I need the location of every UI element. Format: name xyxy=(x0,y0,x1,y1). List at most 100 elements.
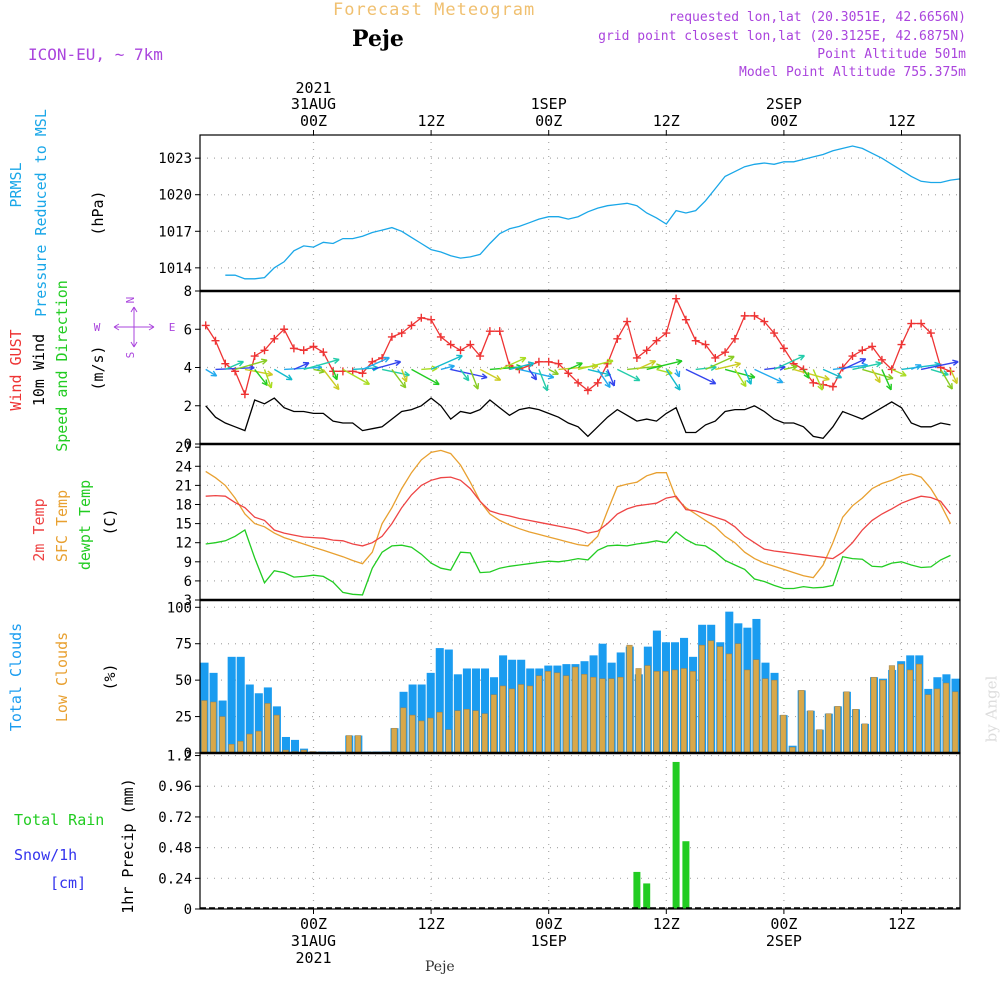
low-cloud-bar xyxy=(581,674,588,754)
bottom-hour-label: 12Z xyxy=(653,915,680,933)
gust-marker xyxy=(544,357,553,366)
top-hour-label: 00Z xyxy=(300,112,327,130)
wind-direction-arrow xyxy=(548,368,559,375)
y-tick-label: 1020 xyxy=(158,188,192,204)
top-hour-label: 00Z xyxy=(770,112,797,130)
gust-marker xyxy=(387,332,396,341)
wind-arrow-head xyxy=(740,380,747,388)
gust-marker xyxy=(770,329,779,338)
y-tick-label: 4 xyxy=(184,361,192,377)
wind-direction-arrow xyxy=(852,362,882,371)
wind-arrow-head xyxy=(746,378,753,385)
wind-direction-arrow xyxy=(685,368,716,385)
gust-marker xyxy=(907,319,916,328)
wind-arrow-head xyxy=(333,383,340,391)
wind-arrow-head xyxy=(363,379,370,386)
wind-axis-label: 10m Wind xyxy=(30,334,48,406)
rain-bar xyxy=(682,841,690,909)
wind-arrow-head xyxy=(728,355,735,362)
y-tick-label: 1.2 xyxy=(167,749,192,765)
rain-bar xyxy=(672,761,680,909)
low-cloud-bar xyxy=(934,688,941,754)
wind-direction-arrow xyxy=(646,360,683,371)
wind-arrow-head xyxy=(835,372,843,379)
top-date-label: 31AUG xyxy=(291,95,336,113)
gust-marker xyxy=(358,369,367,378)
gust-marker xyxy=(299,346,308,355)
gust-marker xyxy=(583,386,592,395)
low-cloud-bar xyxy=(599,678,606,754)
wind-direction-arrow xyxy=(705,355,735,371)
low-cloud-bar xyxy=(735,643,742,754)
total-clouds-axis-label: Total Clouds xyxy=(7,623,25,731)
bottom-hour-label: 12Z xyxy=(418,915,445,933)
wind-direction-arrow xyxy=(440,365,455,371)
rain-bar xyxy=(643,883,651,909)
wind-direction-arrow xyxy=(911,364,922,371)
wind-direction-arrow xyxy=(519,368,554,379)
wind-direction-arrow xyxy=(293,362,310,371)
wind-direction-arrow xyxy=(528,369,537,381)
gust-marker xyxy=(662,329,671,338)
low-cloud-bar xyxy=(201,700,208,754)
wind-direction-arrow xyxy=(842,358,866,371)
wind-arrow-head xyxy=(817,384,824,391)
wind-arrow-head xyxy=(609,379,616,387)
wind-arrow-head xyxy=(552,369,559,376)
wind-arrow-head xyxy=(649,360,657,367)
compass-west: W xyxy=(94,321,101,334)
low-cloud-bar xyxy=(554,672,561,754)
wind-arrow-head xyxy=(952,359,959,366)
wind-arrow-head xyxy=(734,361,742,368)
gust-marker xyxy=(642,346,651,355)
low-cloud-bar xyxy=(590,676,597,754)
wind-direction-arrow xyxy=(430,354,463,371)
wind-direction-arrow xyxy=(381,368,410,376)
low-cloud-bar xyxy=(707,640,714,754)
product-title: Forecast Meteogram xyxy=(333,0,536,20)
wind-arrow-head xyxy=(266,381,273,389)
pressure-axis-label: Pressure Reduced to MSL xyxy=(32,109,50,317)
wind-arrow-head xyxy=(674,370,681,378)
wind-arrow-head xyxy=(946,383,953,390)
gust-marker xyxy=(721,348,730,357)
wind-direction-arrow xyxy=(411,368,440,386)
gust-marker xyxy=(270,334,279,343)
wind-direction-arrow xyxy=(802,369,810,379)
wind-arrow-head xyxy=(519,356,527,363)
clouds-unit-label: (%) xyxy=(101,663,119,690)
low-cloud-bar xyxy=(454,710,461,754)
top-date-label: 1SEP xyxy=(531,95,567,113)
low-cloud-bar xyxy=(210,701,217,754)
low-cloud-bar xyxy=(445,729,452,754)
wind-arrow-head xyxy=(748,372,756,380)
wind-direction-arrow xyxy=(665,369,681,391)
wind-arrow-head xyxy=(210,370,218,377)
point-altitude: Point Altitude 501m xyxy=(817,47,966,62)
low-cloud-bar xyxy=(481,713,488,754)
gust-marker xyxy=(221,359,230,368)
y-tick-label: 15 xyxy=(175,517,192,533)
wind-direction-arrow xyxy=(891,368,907,377)
compass-north: N xyxy=(124,297,137,304)
sfc-temp-axis-label: SFC Temp xyxy=(53,490,71,562)
gust-marker xyxy=(701,340,710,349)
low-cloud-bar xyxy=(427,717,434,754)
low-cloud-bar xyxy=(680,668,687,754)
y-tick-label: 6 xyxy=(184,574,192,590)
wind-direction-arrow xyxy=(871,369,881,383)
gust-marker xyxy=(456,346,465,355)
low-cloud-bar xyxy=(255,730,262,754)
wind-direction-arrow xyxy=(773,354,805,371)
y-tick-label: 0.48 xyxy=(158,841,192,857)
compass-south: S xyxy=(124,352,137,359)
dewpoint-line xyxy=(205,529,951,596)
wind-direction-arrow xyxy=(940,369,953,390)
wind-direction-arrow xyxy=(459,369,470,382)
wind-direction-axis-label: Speed and Direction xyxy=(53,280,71,452)
low-cloud-bar xyxy=(563,675,570,754)
low-cloud-bar xyxy=(490,694,497,754)
gust-marker xyxy=(652,336,661,345)
wind-direction-arrow xyxy=(244,368,273,376)
low-cloud-bar xyxy=(635,668,642,754)
